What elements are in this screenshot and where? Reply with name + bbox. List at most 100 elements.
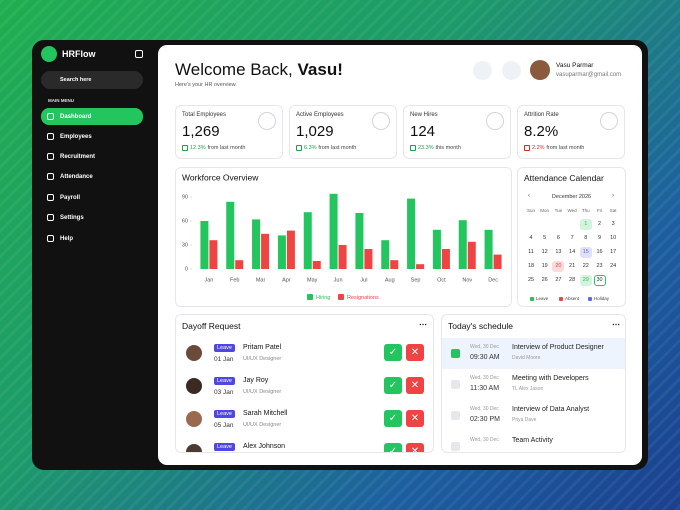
calendar-day[interactable]: 9 [597,235,602,241]
row-highlight [442,338,625,369]
dayoff-title: Dayoff Request [182,321,241,331]
calendar-day[interactable]: 3 [611,221,615,227]
calendar-day[interactable]: 28 [569,277,576,283]
calendar-day[interactable]: 21 [569,263,576,269]
event-date: Wed, 30 Dec [470,437,499,443]
calendar-day[interactable]: 7 [570,235,574,241]
calendar-day[interactable]: 2 [597,221,602,227]
weekday: Tue [554,208,563,213]
bar [329,193,338,269]
calendar-day[interactable]: 26 [541,277,548,283]
legend-swatch [307,294,313,300]
reject-button[interactable]: ✕ [406,344,424,361]
calendar-day[interactable]: 17 [610,249,617,255]
menu-item[interactable]: Attendance [60,173,93,180]
calendar-day[interactable]: 22 [582,263,589,269]
checkbox[interactable] [451,442,460,451]
menu-item[interactable]: Settings [60,214,84,221]
prev-month[interactable]: ‹ [528,193,530,199]
notification-button[interactable] [502,61,521,80]
mail-button[interactable] [473,61,492,80]
event-time: 11:30 AM [470,385,500,392]
avatar [186,444,202,452]
workforce-chart: Workforce Overview 0 30 60 90 Jan Feb Mar Apr Ma… [182,172,502,301]
bar [467,241,476,269]
reject-button[interactable]: ✕ [406,443,424,452]
calendar-day[interactable]: 18 [527,263,535,269]
calendar-day[interactable]: 6 [556,235,560,241]
event-date: Wed, 30 Dec [470,406,499,412]
stat-card: New Hires 124 23.3% this month [403,105,511,159]
bar [226,201,235,269]
next-month[interactable]: › [612,193,614,199]
checkbox[interactable] [451,349,460,358]
calendar-day[interactable]: 27 [555,277,562,283]
schedule-card: Today's schedule ⋯ Wed, 30 Dec 09:30 AM In… [441,314,626,453]
leave-date: 01 Jan [214,356,234,363]
employee-name: Sarah Mitchell [243,410,288,417]
employee-name: Alex Johnson [243,443,286,450]
search-box[interactable]: Search here [41,71,143,89]
weekday: Wed [567,208,577,213]
calendar-day[interactable]: 15 [579,247,592,258]
user-first-name: Vasu! [297,60,343,79]
avatar [186,411,202,427]
calendar-day[interactable]: 29 [579,275,592,286]
stat-icon [486,112,504,130]
reject-button[interactable]: ✕ [406,410,424,427]
menu-item[interactable]: Recruitment [60,153,96,160]
y-tick-label: 60 [182,218,188,224]
legend-label: Resignations [347,295,379,301]
menu-item[interactable]: Payroll [60,194,81,201]
calendar-day[interactable]: 24 [610,263,617,269]
avatar[interactable] [530,60,550,80]
collapse-button[interactable] [135,50,143,58]
bar [277,235,286,269]
calendar-day[interactable]: 11 [528,249,534,255]
bar [261,233,270,269]
approve-button[interactable]: ✓ [384,443,402,452]
menu-icon [47,214,54,221]
x-tick-label: Apr [282,277,291,283]
weekday: Sat [609,208,617,213]
calendar-day[interactable]: 13 [555,249,562,255]
menu-item[interactable]: Employees [60,133,92,140]
dayoff-more[interactable]: ⋯ [419,320,427,329]
calendar-day[interactable]: 16 [596,249,603,255]
schedule-more[interactable]: ⋯ [612,320,620,329]
checkbox[interactable] [451,380,460,389]
calendar-title: Attendance Calendar [524,173,604,183]
event-title: Interview of Product Designer [512,344,604,351]
menu-item[interactable]: Dashboard [41,108,143,125]
calendar-day[interactable]: 20 [552,261,565,272]
event-title: Meeting with Developers [512,375,589,382]
calendar-day[interactable]: 5 [543,235,547,241]
calendar-month: December 2026 [551,194,592,200]
menu-item[interactable]: Help [60,235,74,242]
stat-title: Active Employees [296,112,344,118]
calendar-day[interactable]: 1 [579,219,592,230]
x-tick-label: Jun [334,277,343,283]
approve-button[interactable]: ✓ [384,377,402,394]
calendar-day[interactable]: 25 [527,277,535,283]
calendar-day[interactable]: 8 [584,235,588,241]
calendar-day[interactable]: 4 [529,235,533,241]
reject-button[interactable]: ✕ [406,377,424,394]
x-tick-label: Nov [462,277,472,283]
calendar-day[interactable]: 10 [610,235,617,241]
calendar-day[interactable]: 14 [569,249,576,255]
bar [484,229,493,269]
calendar-day[interactable]: 19 [541,263,548,269]
calendar-day[interactable]: 23 [596,263,603,269]
employee-name: Pritam Patel [243,344,282,351]
stat-change: 6.3% [304,145,317,151]
employee-name: Jay Roy [243,377,269,384]
x-tick-label: Dec [488,277,498,283]
checkbox[interactable] [451,411,460,420]
approve-button[interactable]: ✓ [384,410,402,427]
stat-card: Attrition Rate 8.2% 2.2% from last month [517,105,625,159]
calendar-day[interactable]: 12 [541,249,548,255]
approve-button[interactable]: ✓ [384,344,402,361]
calendar-day[interactable]: 30 [593,275,606,286]
